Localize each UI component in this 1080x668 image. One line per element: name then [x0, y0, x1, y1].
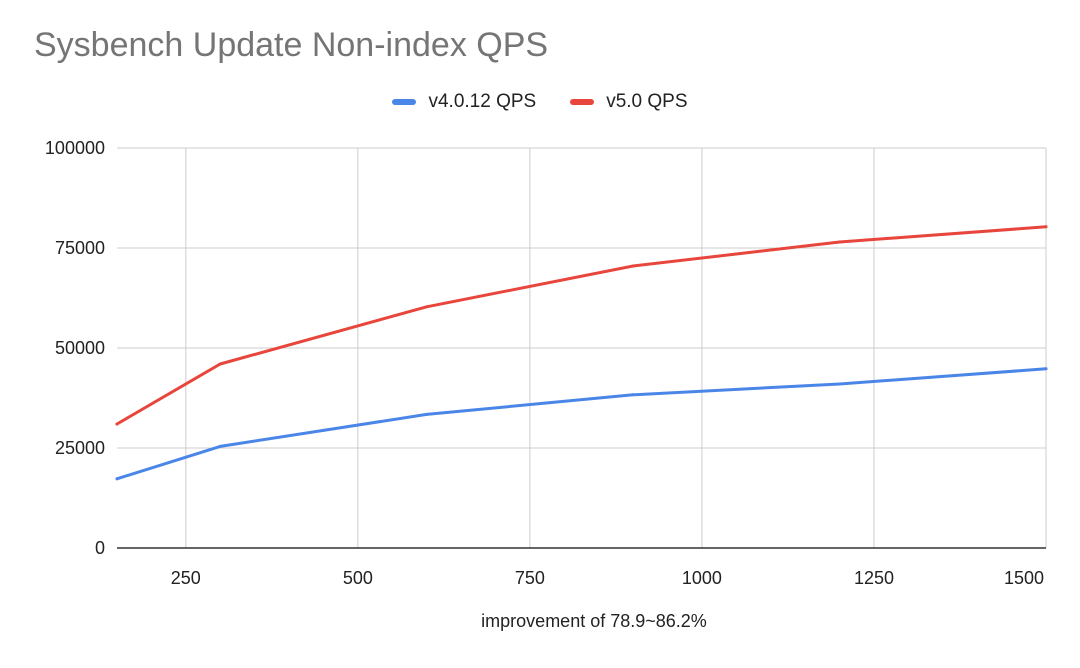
data-point[interactable]: [838, 240, 842, 244]
x-tick-label: 1500: [1004, 568, 1044, 588]
x-tick-label: 750: [515, 568, 545, 588]
legend-swatch-v4: [392, 99, 417, 105]
data-point[interactable]: [115, 477, 119, 481]
gridlines: [117, 147, 1047, 548]
data-point[interactable]: [218, 362, 222, 366]
data-point[interactable]: [1044, 367, 1048, 371]
chart-title: Sysbench Update Non-index QPS: [34, 26, 549, 64]
series-line-0[interactable]: [115, 367, 1048, 481]
x-axis-title: improvement of 78.9~86.2%: [481, 611, 707, 631]
legend-label-v4: v4.0.12 QPS: [428, 91, 537, 112]
data-point[interactable]: [218, 444, 222, 448]
y-tick-label: 0: [95, 538, 105, 558]
data-point[interactable]: [425, 305, 429, 309]
x-tick-label: 250: [171, 568, 201, 588]
data-point[interactable]: [631, 393, 635, 397]
data-point[interactable]: [115, 422, 119, 426]
legend-item-v4[interactable]: v4.0.12 QPS: [392, 91, 536, 113]
x-tick-label: 1000: [682, 568, 722, 588]
series-line-1[interactable]: [115, 225, 1048, 426]
data-point[interactable]: [1044, 225, 1048, 229]
series-lines: [115, 225, 1048, 481]
data-point[interactable]: [425, 412, 429, 416]
x-tick-label: 1250: [854, 568, 894, 588]
data-point[interactable]: [838, 382, 842, 386]
legend: v4.0.12 QPS v5.0 QPS: [0, 91, 1080, 113]
tick-labels: 0 25000 50000 75000 100000 250 500 750 1000 1250 1…: [45, 138, 1044, 588]
data-point[interactable]: [631, 264, 635, 268]
legend-item-v5[interactable]: v5.0 QPS: [570, 91, 688, 113]
y-tick-label: 50000: [55, 338, 105, 358]
y-tick-label: 75000: [55, 238, 105, 258]
y-tick-label: 100000: [45, 138, 105, 158]
y-tick-label: 25000: [55, 438, 105, 458]
legend-swatch-v5: [570, 99, 595, 105]
x-tick-label: 500: [343, 568, 373, 588]
legend-label-v5: v5.0 QPS: [606, 91, 688, 112]
